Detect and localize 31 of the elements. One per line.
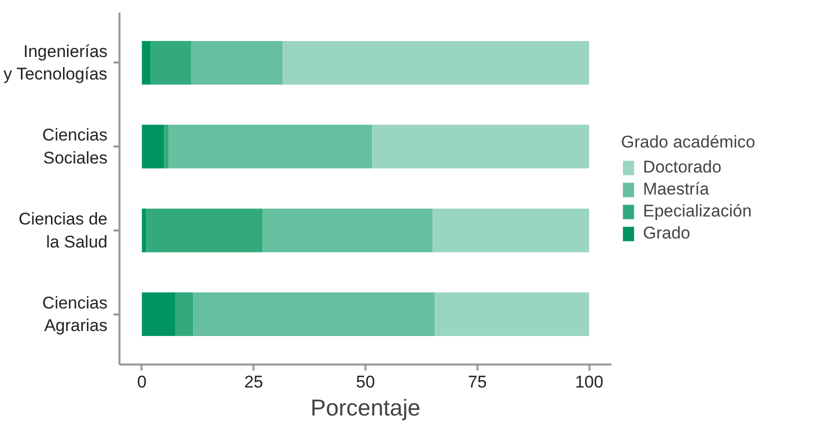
- bar: [142, 40, 151, 85]
- bar: [193, 292, 435, 336]
- legend-title: Grado académico: [621, 132, 756, 152]
- y-tick-label: Ciencias de la Salud: [18, 210, 108, 252]
- bar: [168, 124, 372, 168]
- y-tick-label: Ingenierías y Tecnologías: [4, 42, 108, 84]
- legend-label: Grado: [643, 224, 690, 244]
- x-axis-title: Porcentaje: [310, 394, 420, 420]
- x-tick-label: 0: [137, 372, 147, 392]
- bar: [142, 208, 146, 252]
- legend-label: Maestría: [643, 180, 710, 200]
- legend-label: Epecialización: [643, 202, 752, 222]
- bar: [146, 208, 263, 252]
- bar: [150, 40, 192, 85]
- y-tick-label: Ciencias Agrarias: [42, 293, 108, 336]
- x-tick-label: 75: [468, 372, 487, 392]
- bar: [432, 208, 590, 252]
- bar: [142, 124, 164, 168]
- x-tick-label: 25: [244, 372, 264, 392]
- x-tick-label: 50: [356, 372, 375, 392]
- bar: [191, 40, 283, 85]
- bar: [175, 292, 194, 336]
- bar: [262, 208, 433, 252]
- bar: [164, 124, 169, 168]
- y-tick-label: Ciencias Sociales: [42, 126, 108, 168]
- bar: [372, 124, 590, 168]
- bar: [142, 292, 176, 336]
- bar: [434, 292, 590, 336]
- bar: [282, 40, 590, 85]
- x-tick-label: 100: [574, 372, 604, 392]
- legend-label: Doctorado: [643, 158, 722, 178]
